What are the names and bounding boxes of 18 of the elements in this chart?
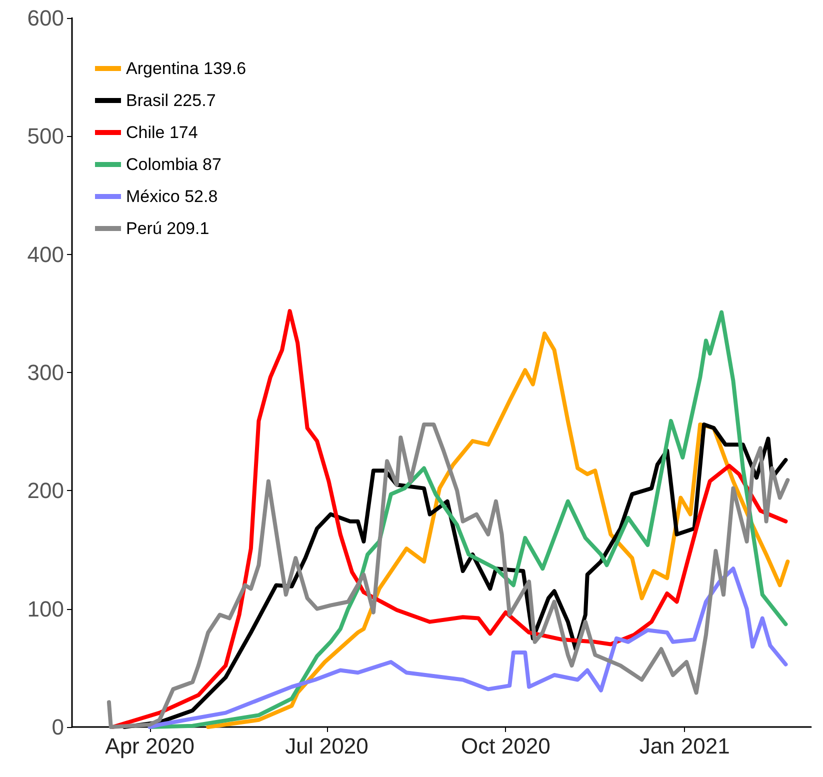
x-tick-label: Oct 2020 xyxy=(461,734,550,758)
y-tick-label: 400 xyxy=(27,242,64,267)
legend-label: Colombia 87 xyxy=(126,155,222,174)
y-tick-label: 300 xyxy=(27,360,64,385)
x-tick-label: Apr 2020 xyxy=(105,734,194,758)
legend-label: México 52.8 xyxy=(126,187,218,206)
y-tick-label: 0 xyxy=(52,714,64,740)
line-series xyxy=(148,566,788,729)
y-tick-label: 500 xyxy=(27,124,64,149)
y-tick-label: 100 xyxy=(27,596,64,622)
y-tick-label: 200 xyxy=(27,478,64,504)
y-tick-label: 600 xyxy=(27,6,64,30)
x-tick-label: Jan 2021 xyxy=(639,734,730,758)
legend-label: Brasil 225.7 xyxy=(126,91,216,110)
legend-label: Perú 209.1 xyxy=(126,219,210,238)
legend-label: Argentina 139.6 xyxy=(126,59,246,78)
legend-label: Chile 174 xyxy=(126,123,198,142)
x-tick-label: Jul 2020 xyxy=(285,734,368,758)
